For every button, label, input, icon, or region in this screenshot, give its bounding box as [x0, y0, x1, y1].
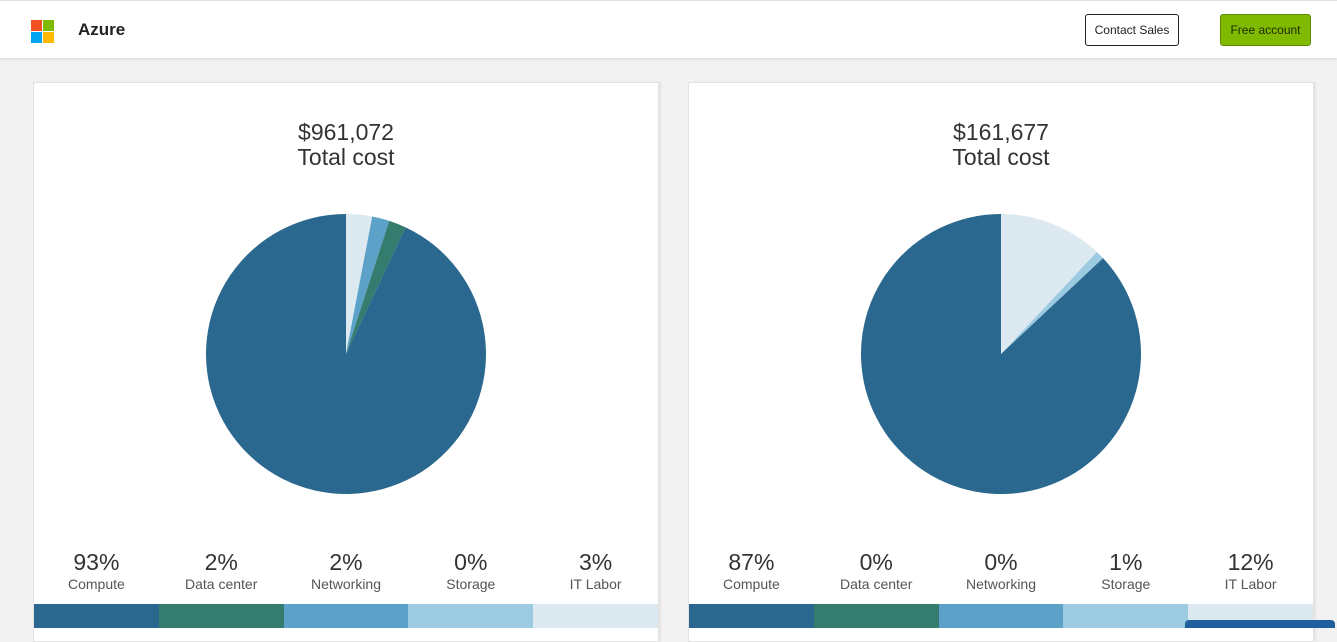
swatch-compute — [689, 604, 814, 628]
stat-label: Storage — [1101, 576, 1151, 592]
cost-panel-onpremises: $961,072 Total cost 93% Compute 2% Data … — [33, 82, 659, 642]
swatch-networking — [938, 604, 1064, 628]
stat-percent: 0% — [984, 549, 1018, 575]
stat-networking: 0% Networking — [939, 549, 1064, 599]
total-cost-amount: $161,677 — [953, 119, 1049, 145]
stat-label: Networking — [965, 576, 1036, 592]
stat-data-center: 0% Data center — [814, 549, 939, 599]
swatch-data-center — [813, 604, 939, 628]
total-cost-label: Total cost — [297, 144, 395, 170]
total-cost-amount: $961,072 — [298, 119, 394, 145]
floating-chat-tab[interactable] — [1185, 620, 1335, 628]
stat-percent: 12% — [1227, 549, 1274, 575]
stat-percent: 87% — [728, 549, 775, 575]
stat-it-labor: 12% IT Labor — [1188, 549, 1313, 599]
pie-slice-compute — [205, 213, 486, 494]
category-color-bar — [34, 604, 658, 628]
pie-slice-compute — [861, 214, 1141, 495]
stat-compute: 87% Compute — [689, 549, 814, 599]
swatch-networking — [283, 604, 409, 628]
cost-pie-chart — [861, 214, 1141, 495]
cost-breakdown-stats: 87% Compute 0% Data center 0% Networking… — [689, 549, 1313, 599]
stat-label: Compute — [722, 576, 780, 592]
pie-slice-networking — [346, 216, 390, 354]
microsoft-logo-icon[interactable] — [31, 20, 54, 43]
stat-storage: 1% Storage — [1063, 549, 1188, 599]
stat-percent: 0% — [859, 549, 893, 575]
stat-percent: 2% — [329, 549, 363, 575]
pie-slice-storage — [1001, 251, 1104, 354]
stat-label: Data center — [185, 576, 258, 592]
swatch-storage — [1063, 604, 1189, 628]
stat-percent: 1% — [1109, 549, 1143, 575]
stat-percent: 93% — [73, 549, 120, 575]
swatch-data-center — [158, 604, 284, 628]
contact-sales-button[interactable]: Contact Sales — [1085, 14, 1179, 46]
stat-percent: 2% — [204, 549, 238, 575]
stat-storage: 0% Storage — [408, 549, 533, 599]
swatch-it-labor — [533, 604, 658, 628]
stat-compute: 93% Compute — [34, 549, 159, 599]
top-nav-bar: Azure Contact Sales Free account — [0, 0, 1337, 58]
pie-slice-data-center — [346, 220, 406, 354]
stat-label: IT Labor — [1224, 576, 1277, 592]
stat-label: Data center — [840, 576, 913, 592]
pie-slice-it-labor — [346, 214, 373, 354]
stat-label: IT Labor — [569, 576, 622, 592]
stat-label: Storage — [446, 576, 496, 592]
brand-name[interactable]: Azure — [78, 20, 126, 39]
stat-label: Networking — [310, 576, 381, 592]
cost-pie-chart — [205, 213, 486, 494]
swatch-storage — [408, 604, 534, 628]
stat-percent: 3% — [578, 549, 613, 575]
stat-it-labor: 3% IT Labor — [533, 549, 658, 599]
stat-data-center: 2% Data center — [159, 549, 284, 599]
total-cost-label: Total cost — [952, 144, 1050, 170]
cost-panel-azure: $161,677 Total cost 87% Compute 0% Data … — [688, 82, 1314, 642]
stat-percent: 0% — [454, 549, 488, 575]
stat-networking: 2% Networking — [284, 549, 409, 599]
free-account-button[interactable]: Free account — [1220, 14, 1311, 46]
cost-breakdown-stats: 93% Compute 2% Data center 2% Networking… — [34, 549, 658, 599]
pie-slice-it-labor — [1001, 214, 1097, 354]
swatch-compute — [34, 604, 159, 628]
stat-label: Compute — [67, 576, 125, 592]
